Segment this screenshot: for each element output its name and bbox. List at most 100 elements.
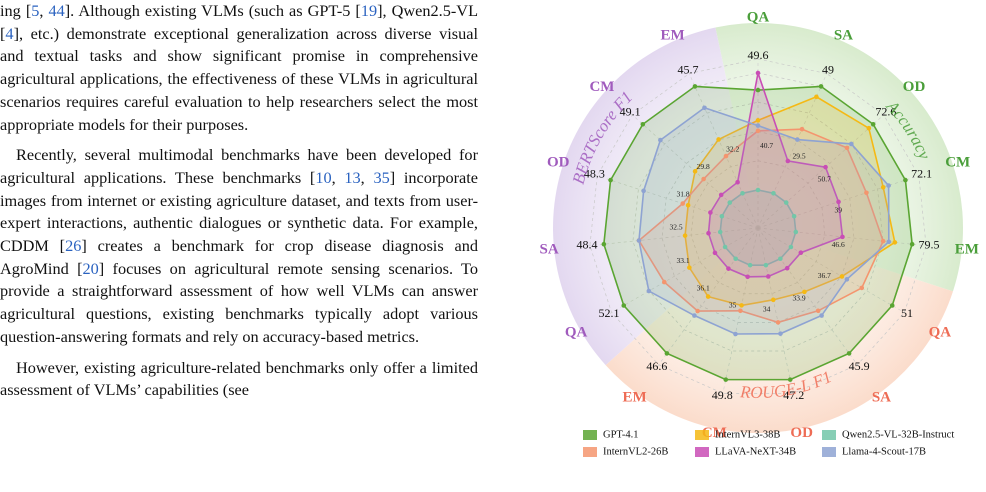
- data-point: [815, 308, 821, 314]
- data-point: [783, 200, 789, 205]
- max-label: 49: [822, 63, 834, 77]
- data-point: [718, 192, 724, 198]
- max-label: 72.1: [911, 167, 932, 181]
- spoke: [585, 227, 759, 247]
- citation[interactable]: 44: [48, 1, 65, 20]
- series-area: [603, 85, 913, 381]
- axis-label: SA: [834, 28, 853, 44]
- min-label: 31.8: [677, 189, 690, 198]
- citation[interactable]: 19: [360, 1, 378, 20]
- group-sector: [553, 27, 758, 366]
- data-point: [892, 240, 898, 245]
- data-point: [823, 164, 828, 170]
- citation[interactable]: 26: [65, 236, 82, 256]
- data-point: [692, 84, 698, 89]
- data-point: [723, 377, 729, 382]
- min-label: 35: [729, 301, 737, 310]
- legend-label: GPT-4.1: [603, 429, 639, 440]
- text-run: ] focuses on agricultural remote sensing…: [0, 258, 478, 346]
- text-run: ] incorporate images from internet or ex…: [0, 167, 479, 256]
- data-point: [755, 87, 761, 93]
- data-point: [793, 229, 799, 235]
- data-point: [763, 262, 769, 268]
- data-point: [738, 308, 743, 314]
- data-point: [778, 256, 783, 262]
- data-point: [795, 137, 800, 142]
- data-point: [755, 118, 761, 123]
- text-run: ,: [360, 167, 374, 187]
- data-point: [722, 244, 728, 250]
- citation[interactable]: 35: [373, 167, 390, 187]
- max-label: 48.3: [584, 167, 605, 181]
- data-point: [708, 210, 713, 215]
- series-area: [707, 69, 844, 278]
- data-point: [819, 313, 824, 318]
- data-point: [682, 233, 688, 238]
- data-point: [844, 277, 850, 282]
- citation[interactable]: 20: [82, 258, 99, 278]
- data-point: [733, 256, 738, 262]
- data-point: [909, 241, 915, 247]
- text-run: ing [: [0, 1, 32, 20]
- axis-label: QA: [747, 9, 770, 25]
- min-label: 33.1: [677, 256, 690, 265]
- data-point: [692, 313, 697, 318]
- data-point: [755, 128, 761, 134]
- citation[interactable]: 10: [315, 167, 332, 187]
- data-point: [755, 70, 761, 76]
- citation[interactable]: 13: [344, 167, 361, 187]
- max-label: 45.7: [678, 63, 699, 77]
- data-point: [775, 320, 781, 325]
- data-point: [695, 308, 700, 314]
- series-area: [719, 189, 797, 266]
- legend-swatch: [583, 447, 597, 457]
- spoke: [607, 227, 759, 316]
- data-point: [685, 203, 691, 208]
- data-point: [840, 234, 845, 240]
- data-point: [641, 188, 646, 194]
- data-point: [886, 239, 892, 245]
- data-point: [705, 294, 711, 299]
- data-point: [784, 265, 790, 271]
- citation[interactable]: 5: [31, 1, 40, 20]
- data-point: [836, 199, 841, 205]
- data-point: [692, 169, 698, 174]
- min-label: 39: [834, 206, 842, 215]
- data-point: [844, 145, 850, 151]
- axis-label: QA: [565, 324, 588, 340]
- min-label: 32.5: [669, 223, 682, 232]
- spoke: [687, 69, 759, 229]
- data-point: [859, 285, 865, 291]
- legend-label: LLaVA-NeXT-34B: [715, 446, 796, 457]
- data-point: [866, 125, 872, 131]
- data-point: [712, 250, 718, 256]
- max-label: 46.6: [646, 359, 667, 373]
- axis-label: QA: [929, 324, 952, 340]
- min-label: 32.2: [726, 145, 739, 154]
- spoke: [757, 227, 861, 369]
- data-point: [740, 190, 745, 196]
- min-label: 29.8: [697, 162, 710, 171]
- spoke: [757, 227, 909, 316]
- grid-ring: [632, 101, 884, 352]
- data-point: [814, 94, 819, 100]
- paragraph: Recently, several multimodal benchmarks …: [0, 144, 478, 348]
- data-point: [886, 183, 891, 188]
- min-label: 50.7: [818, 175, 831, 184]
- axis-label: SA: [540, 241, 559, 257]
- legend-label: InternVL2-26B: [603, 446, 668, 457]
- data-point: [889, 303, 895, 308]
- grid-ring: [690, 160, 826, 295]
- series-area: [638, 106, 890, 335]
- legend-label: Qwen2.5-VL-32B-Instruct: [842, 429, 954, 440]
- max-label: 48.4: [576, 238, 597, 252]
- text-run: ] creates a benchmark for crop disease d…: [0, 236, 478, 278]
- data-point: [687, 265, 692, 270]
- data-point: [680, 201, 686, 206]
- data-point: [903, 177, 908, 183]
- citation[interactable]: 4: [5, 23, 14, 43]
- min-label: 40.7: [760, 141, 773, 150]
